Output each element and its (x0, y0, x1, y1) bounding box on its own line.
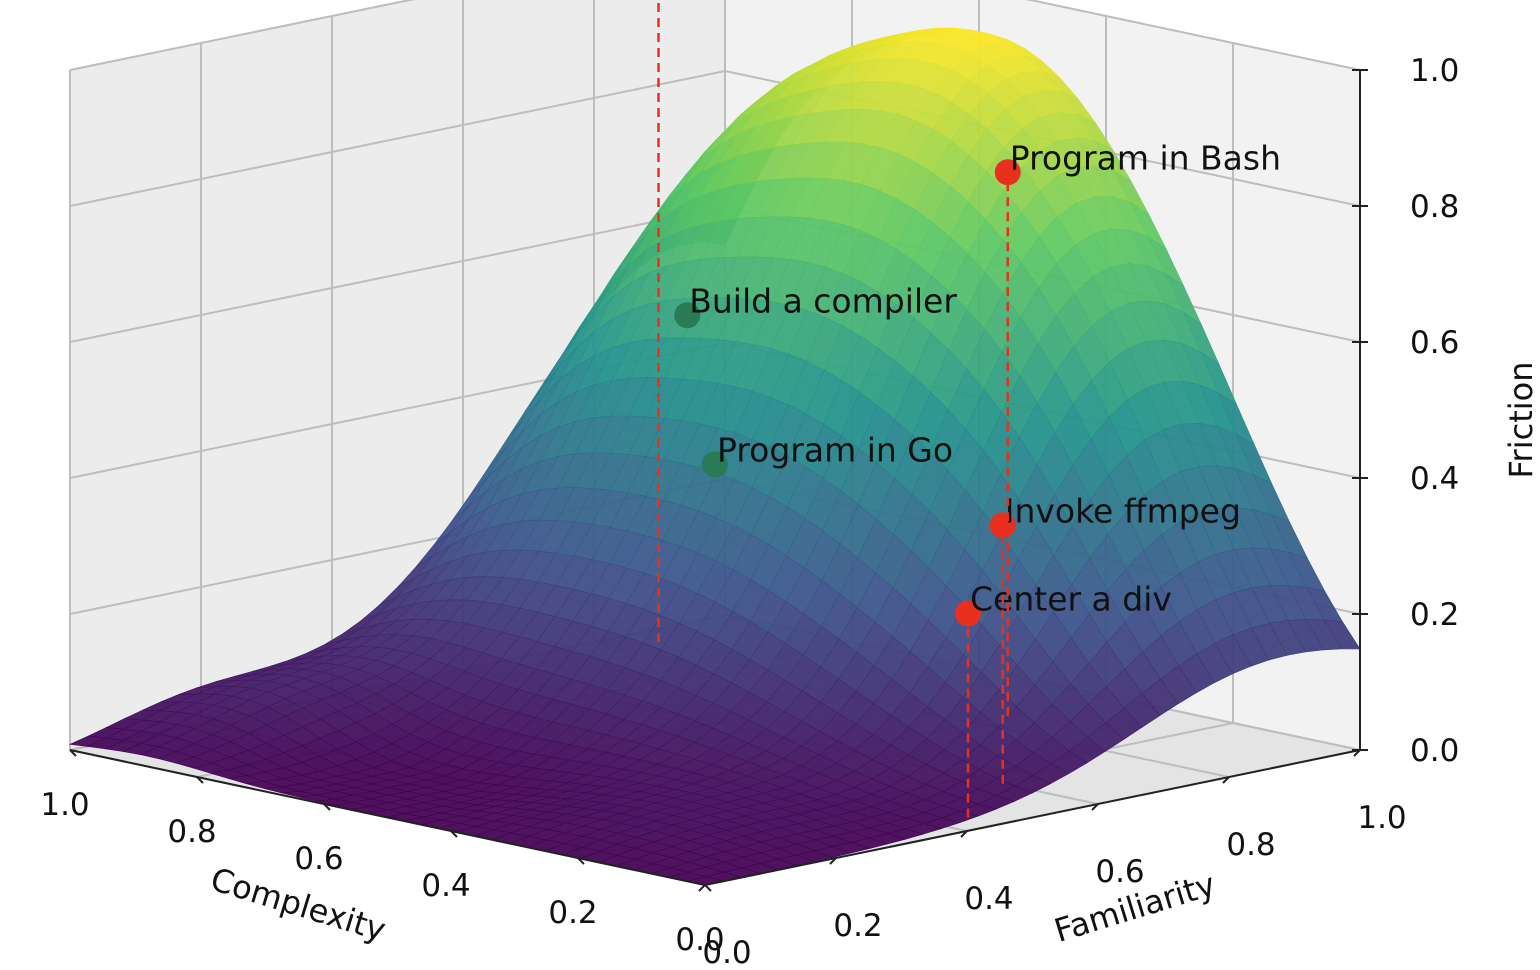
y-tick-label: 0.2 (833, 908, 882, 944)
x-axis-line (69, 749, 706, 886)
data-point-label: Center a div (970, 580, 1172, 619)
y-tick (1353, 749, 1361, 757)
z-axis-label: Friction (1502, 361, 1540, 478)
data-point-label: Program in Bash (1010, 138, 1281, 177)
x-tick-label: 0.2 (548, 895, 597, 931)
y-tick (698, 884, 706, 892)
data-point-label: Invoke ffmpeg (1005, 491, 1241, 530)
x-tick-label: 0.8 (167, 814, 216, 850)
y-tick (1222, 776, 1230, 784)
y-tick (829, 857, 837, 865)
x-tick-label: 1.0 (40, 787, 89, 823)
data-point-label: Program in Go (717, 430, 953, 469)
x-tick (450, 830, 458, 838)
y-axis-line (704, 749, 1361, 886)
x-tick-label: 0.6 (294, 841, 343, 877)
y-tick-label: 1.0 (1357, 800, 1406, 836)
x-tick (69, 749, 77, 757)
data-point-marker (955, 600, 981, 627)
z-tick-label: 0.6 (1410, 325, 1459, 361)
y-tick-label: 0.6 (1095, 854, 1144, 890)
x-tick (704, 884, 712, 892)
y-tick (1091, 803, 1099, 811)
data-point-marker (989, 512, 1016, 539)
data-point-marker (674, 302, 701, 329)
x-tick (323, 803, 331, 811)
x-tick (196, 776, 204, 784)
y-tick-label: 0.8 (1226, 827, 1275, 863)
friction-surface (68, 27, 1361, 886)
data-point-label: Build a compiler (689, 281, 957, 320)
data-points: Center a div Invoke ffmpeg Program in Go Pr… (657, 0, 1281, 818)
z-tick-label: 0.2 (1410, 597, 1459, 633)
data-point-marker (702, 451, 728, 478)
z-tick-label: 1.0 (1410, 53, 1459, 89)
y-tick (960, 830, 968, 838)
z-tick-label: 0.8 (1410, 189, 1459, 225)
x-tick-label: 0.4 (421, 868, 470, 904)
axes: 0.00.00.00.2 0.20.20.4 0.40.40.6 0.60.60.8 0… (40, 53, 1459, 970)
grid-line-z (69, 0, 1361, 71)
y-tick-label: 0.4 (964, 881, 1013, 917)
z-tick-label: 0.4 (1410, 461, 1459, 497)
x-tick (577, 857, 585, 865)
x-tick-label: 0.0 (675, 922, 724, 958)
y-tick-label: 0.0 (702, 935, 751, 970)
data-point-marker (994, 159, 1021, 186)
z-tick-label: 0.0 (1410, 733, 1459, 769)
